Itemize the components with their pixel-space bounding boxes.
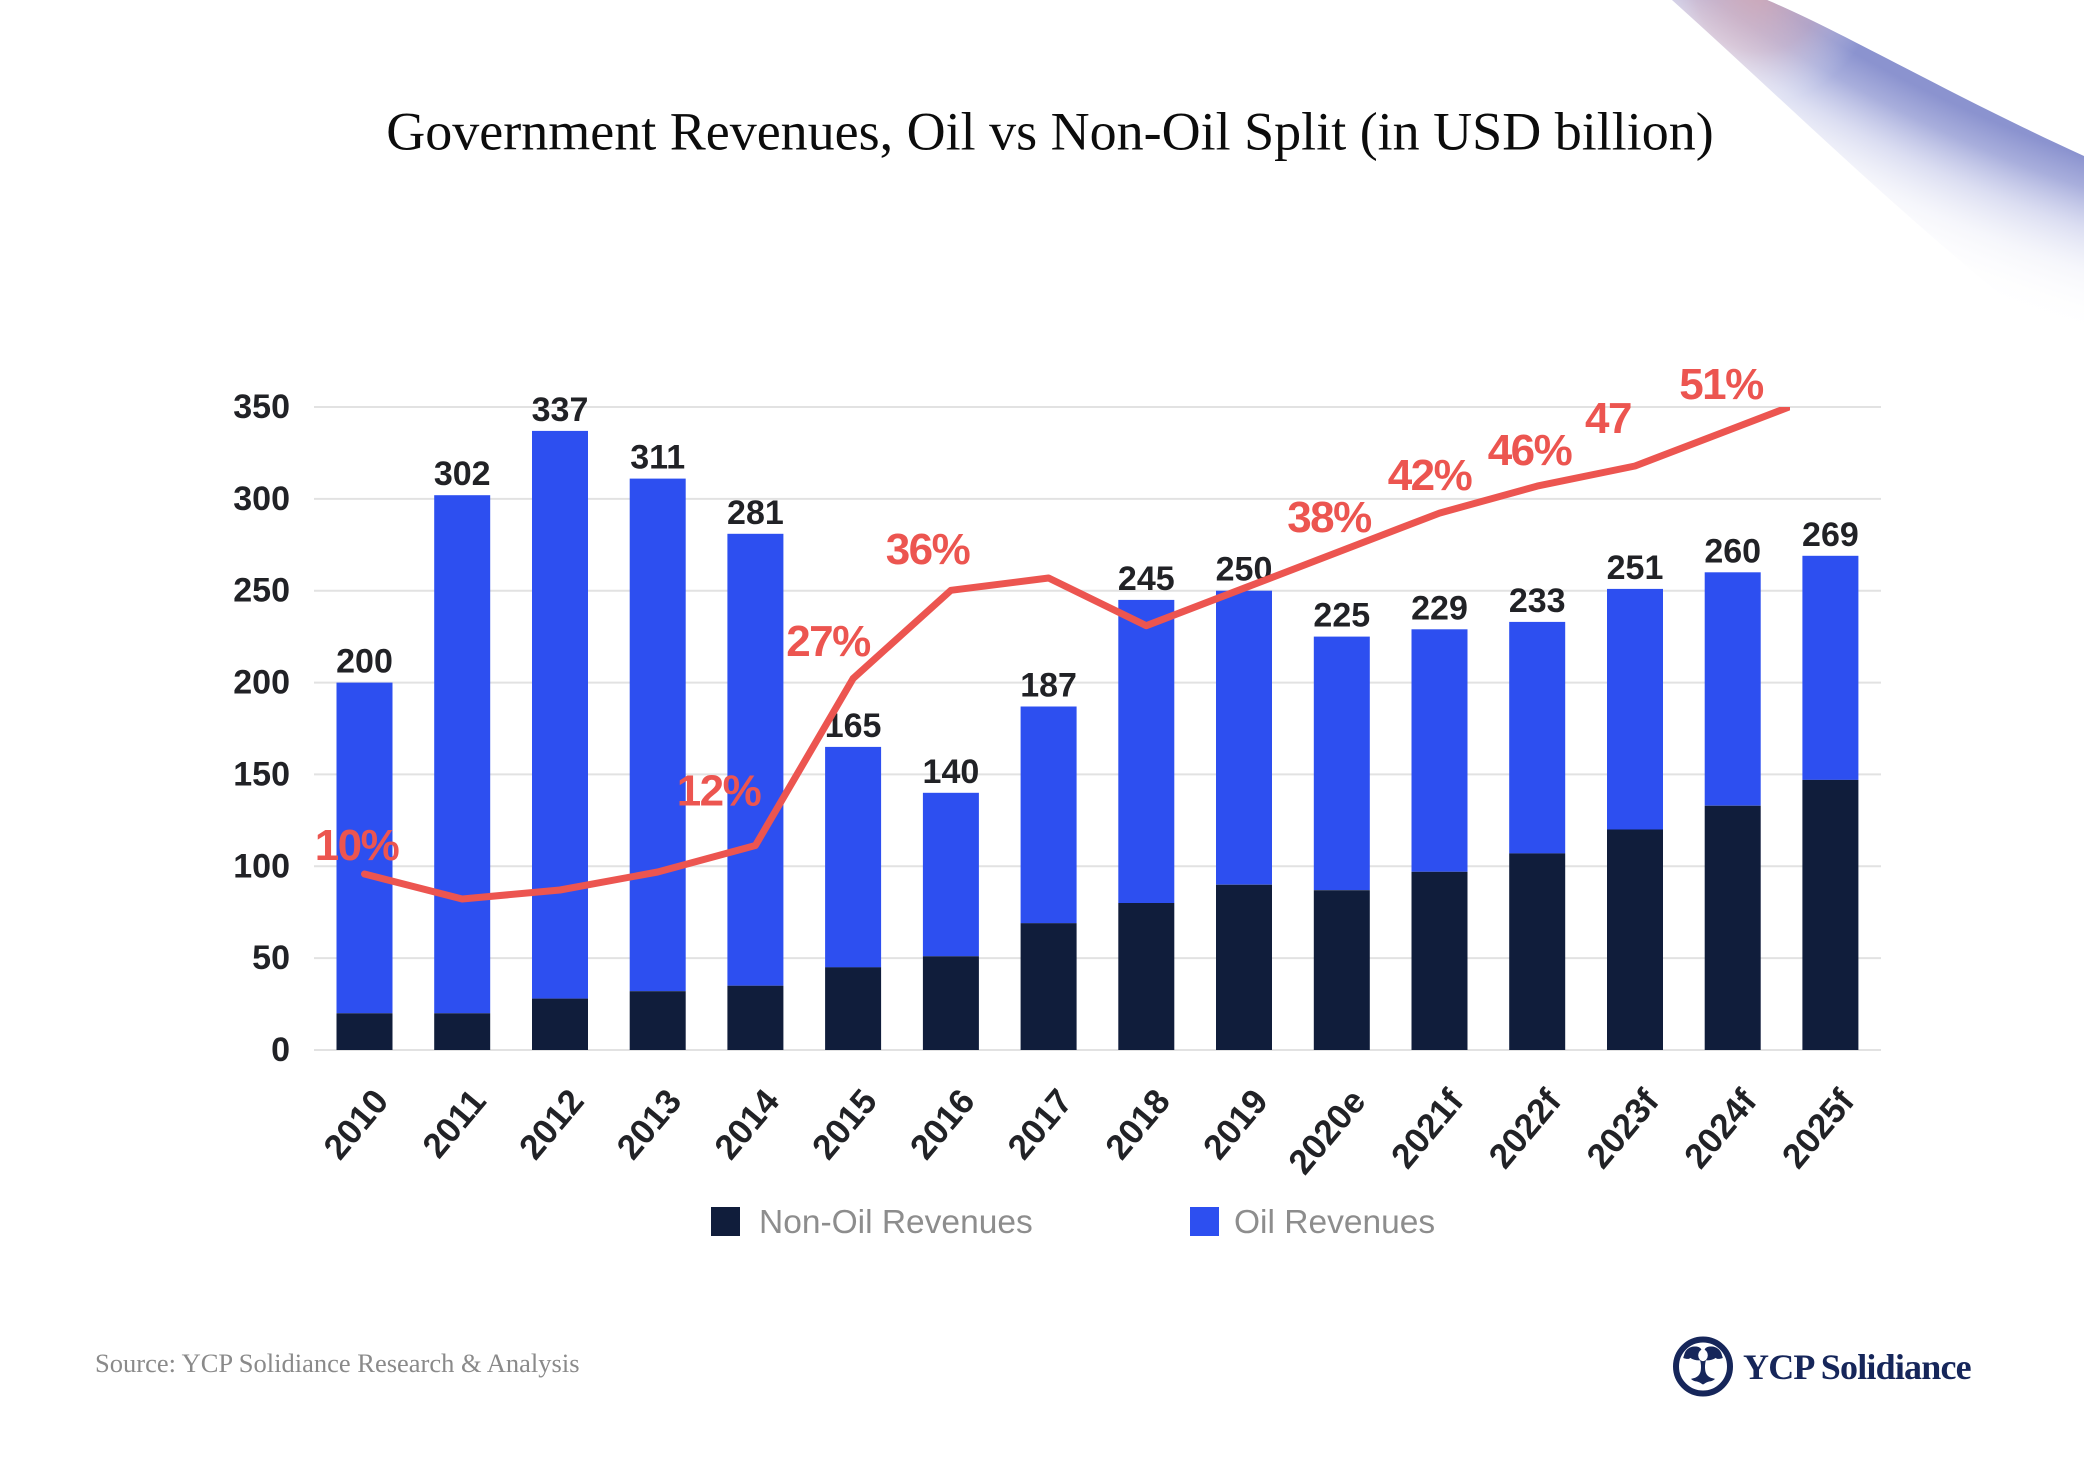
svg-text:251: 251 <box>1607 549 1664 587</box>
svg-text:46%: 46% <box>1488 426 1572 475</box>
svg-text:229: 229 <box>1411 589 1468 627</box>
svg-text:245: 245 <box>1118 560 1175 598</box>
svg-text:300: 300 <box>233 480 290 518</box>
svg-text:Government Revenues, Oil vs No: Government Revenues, Oil vs Non-Oil Spli… <box>386 102 1713 162</box>
svg-text:51%: 51% <box>1679 360 1763 409</box>
svg-text:38%: 38% <box>1287 493 1371 542</box>
svg-text:YCP Solidiance: YCP Solidiance <box>1743 1347 1972 1387</box>
svg-text:150: 150 <box>233 755 290 793</box>
svg-text:260: 260 <box>1704 532 1761 570</box>
svg-text:250: 250 <box>233 572 290 610</box>
svg-text:27%: 27% <box>786 617 870 666</box>
svg-text:50: 50 <box>252 939 290 977</box>
svg-text:42%: 42% <box>1388 451 1472 500</box>
svg-text:140: 140 <box>923 753 980 791</box>
svg-text:200: 200 <box>336 643 393 681</box>
svg-text:311: 311 <box>630 439 685 477</box>
svg-text:302: 302 <box>434 455 491 493</box>
svg-text:233: 233 <box>1509 582 1566 620</box>
svg-text:200: 200 <box>233 664 290 702</box>
svg-text:Non-Oil Revenues: Non-Oil Revenues <box>759 1204 1033 1241</box>
svg-text:100: 100 <box>233 847 290 885</box>
svg-text:337: 337 <box>532 391 589 429</box>
svg-text:47: 47 <box>1585 394 1631 443</box>
svg-text:187: 187 <box>1020 667 1077 705</box>
svg-text:350: 350 <box>233 388 290 426</box>
svg-text:0: 0 <box>271 1031 290 1069</box>
svg-text:225: 225 <box>1313 597 1370 635</box>
svg-text:269: 269 <box>1802 516 1859 554</box>
svg-text:Source: YCP Solidiance Researc: Source: YCP Solidiance Research & Analys… <box>95 1348 580 1378</box>
svg-text:10%: 10% <box>315 821 399 870</box>
svg-text:36%: 36% <box>886 525 970 574</box>
svg-text:281: 281 <box>727 494 784 532</box>
svg-text:12%: 12% <box>677 767 761 816</box>
svg-text:Oil Revenues: Oil Revenues <box>1234 1204 1435 1241</box>
